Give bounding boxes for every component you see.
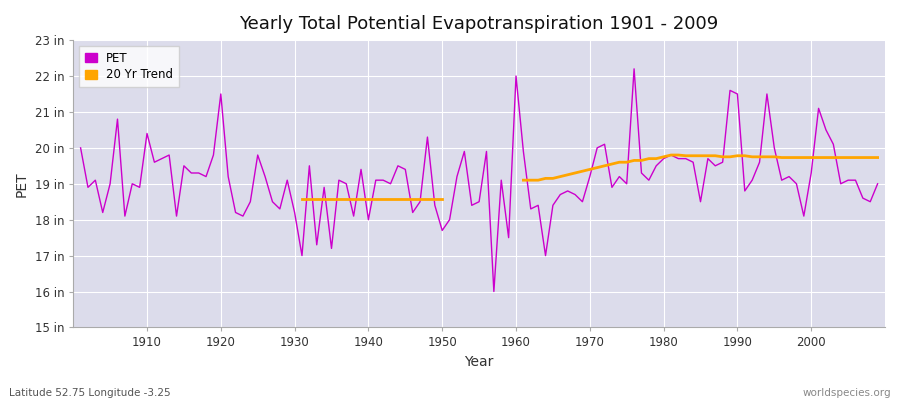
Legend: PET, 20 Yr Trend: PET, 20 Yr Trend [79,46,179,87]
Text: worldspecies.org: worldspecies.org [803,388,891,398]
Title: Yearly Total Potential Evapotranspiration 1901 - 2009: Yearly Total Potential Evapotranspiratio… [239,15,719,33]
Text: Latitude 52.75 Longitude -3.25: Latitude 52.75 Longitude -3.25 [9,388,171,398]
X-axis label: Year: Year [464,355,494,369]
Y-axis label: PET: PET [15,171,29,196]
